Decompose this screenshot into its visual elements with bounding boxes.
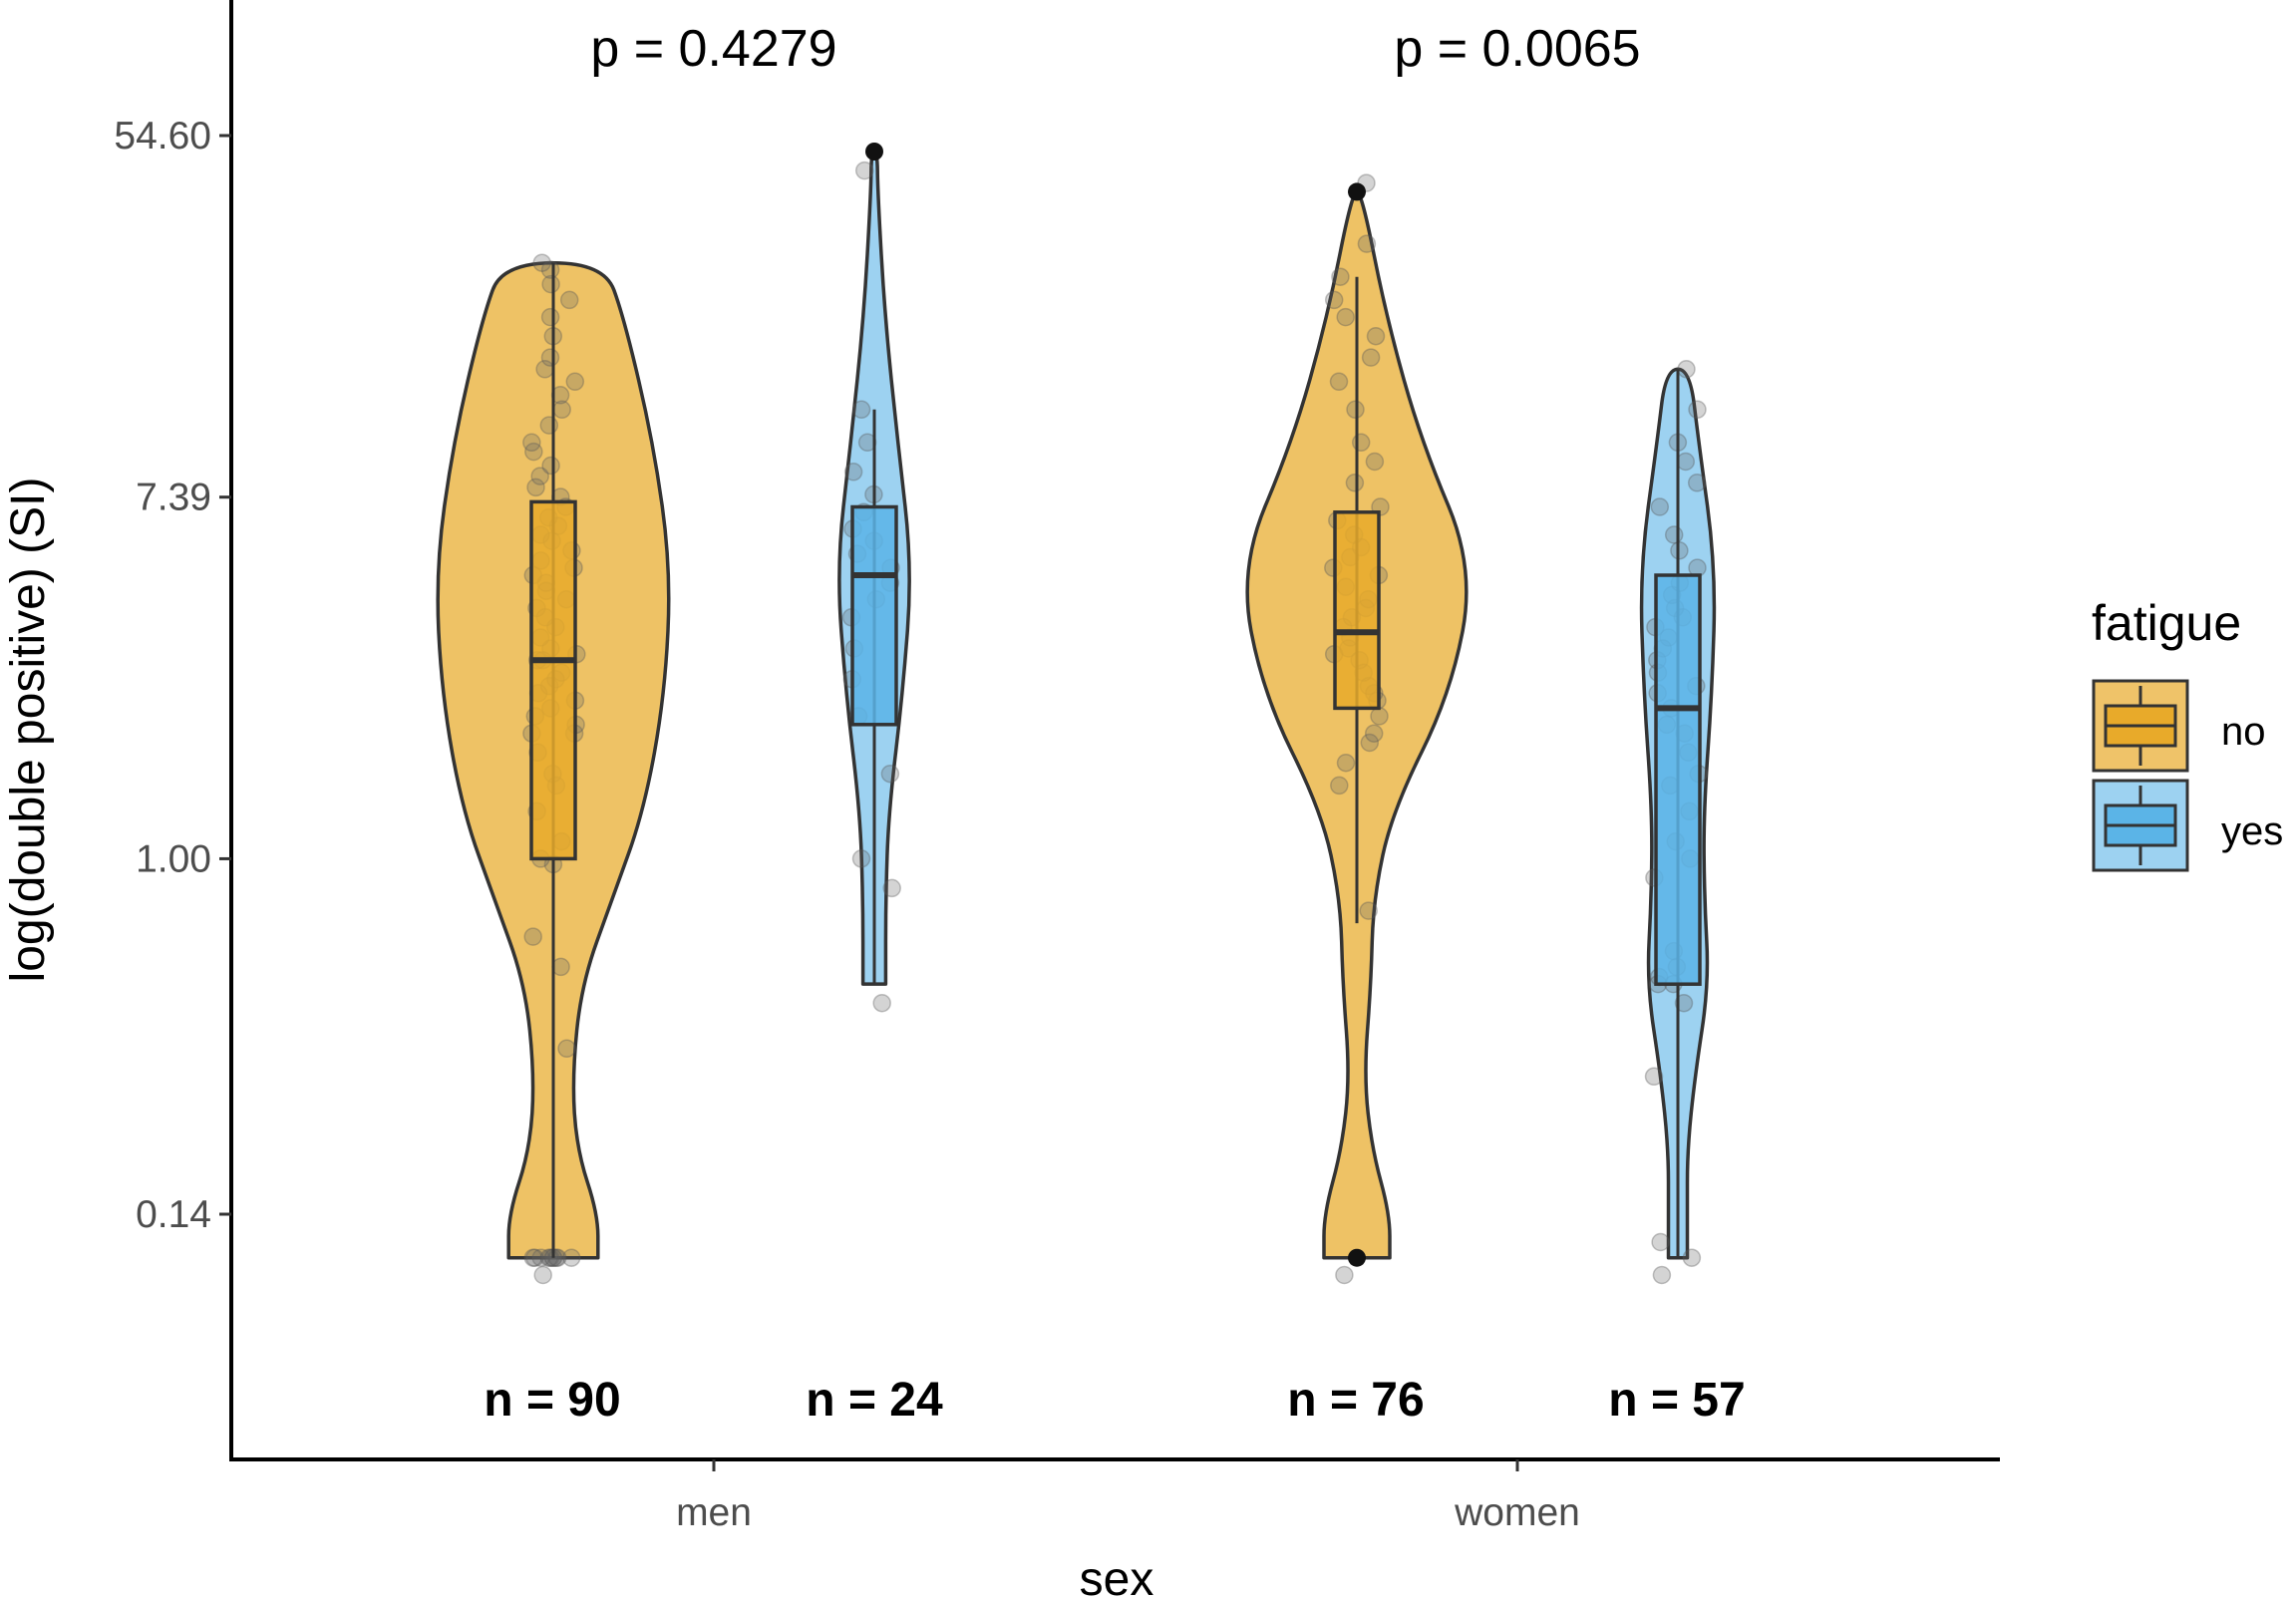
violins-layer [436,150,1717,1260]
data-point-men-no [533,1265,552,1285]
data-point-women-no [1336,307,1355,327]
data-point-women-no [1324,290,1344,310]
data-point-women-yes [1688,400,1707,420]
data-point-men-no [559,290,579,310]
data-point-women-no [1364,724,1384,743]
data-point-men-no [541,1248,560,1267]
data-point-women-no [1360,733,1380,753]
points-layer [522,160,1708,1285]
data-point-women-yes [1650,497,1670,516]
outlier-women-no [1348,182,1366,201]
data-point-men-no [523,927,542,946]
data-point-men-no [526,478,545,497]
data-point-women-yes [1682,1248,1702,1267]
data-point-men-no [541,456,560,476]
y-tick-label: 7.39 [136,477,211,519]
data-point-men-no [540,348,560,367]
data-point-men-yes [851,400,871,420]
data-point-men-yes [843,463,863,481]
outlier-women-no [1348,1248,1366,1267]
data-point-women-yes [1652,1265,1672,1285]
y-ticks: 0.14 1.00 7.39 54.60 [114,115,231,1236]
data-point-men-no [539,1248,558,1267]
data-point-men-yes [857,433,877,453]
outlier-men-yes [865,143,883,160]
data-point-women-no [1330,776,1349,796]
y-tick-label: 1.00 [136,837,211,880]
data-point-women-no [1357,234,1377,253]
p-value-men: p = 0.4279 [590,20,836,78]
legend-label-no: no [2221,710,2266,754]
data-point-women-yes [1644,1067,1664,1087]
data-point-men-no [525,1248,544,1267]
data-point-men-no [524,442,543,462]
data-point-men-no [557,1039,576,1059]
legend-title: fatigue [2092,595,2241,651]
data-point-women-yes [1651,1232,1670,1252]
data-point-women-no [1365,452,1385,472]
data-point-men-yes [880,764,900,784]
x-tick-label-women: women [1454,1491,1580,1534]
y-tick-label: 0.14 [136,1193,211,1236]
data-point-men-no [523,1248,543,1267]
data-point-men-yes [882,878,901,898]
data-point-women-yes [1687,474,1707,492]
n-count-men-yes: n = 24 [806,1374,943,1427]
data-point-women-yes [1664,525,1684,544]
data-point-women-no [1351,433,1371,453]
n-count-women-no: n = 76 [1287,1374,1424,1427]
data-point-men-yes [854,160,874,180]
data-point-women-no [1331,267,1350,286]
data-point-women-yes [1674,993,1694,1013]
legend-key-no [2092,679,2189,773]
data-point-men-no [530,467,549,485]
box-iqr-women-yes [1654,573,1702,986]
legend: fatigue no yes [2092,595,2283,872]
data-point-women-no [1329,372,1349,392]
x-ticks: men women [676,1459,1580,1534]
data-point-men-no [541,274,560,294]
data-point-women-no [1366,326,1386,346]
box-iqr-men-no [529,499,577,861]
y-axis-title: log(double positive) (SI) [2,478,55,983]
x-axis-title: sex [1080,1553,1154,1601]
data-point-men-no [522,433,541,453]
data-point-men-no [561,1248,581,1267]
data-point-men-no [565,372,585,392]
data-point-women-no [1345,474,1365,492]
data-point-women-no [1335,1265,1354,1285]
data-point-women-no [1361,348,1381,367]
n-count-men-no: n = 90 [484,1374,620,1427]
data-point-men-no [532,253,551,272]
data-point-men-no [540,307,560,327]
data-point-women-no [1370,707,1389,726]
data-point-men-no [531,1248,550,1267]
box-iqr-men-yes [850,504,898,727]
y-tick-label: 54.60 [114,115,211,158]
data-point-men-no [551,957,570,977]
boxes-layer [529,143,1702,1267]
data-point-men-yes [872,993,891,1013]
data-point-men-yes [851,849,871,868]
n-count-women-yes: n = 57 [1608,1374,1745,1427]
legend-key-yes [2092,779,2189,872]
data-point-women-yes [1677,360,1696,379]
data-point-women-no [1336,753,1356,773]
legend-label-yes: yes [2221,809,2283,853]
box-iqr-women-no [1333,510,1381,711]
p-value-women: p = 0.0065 [1394,20,1640,78]
data-point-women-yes [1676,452,1696,472]
data-point-men-no [539,416,559,435]
x-tick-label-men: men [676,1491,752,1534]
data-point-women-no [1359,901,1378,920]
